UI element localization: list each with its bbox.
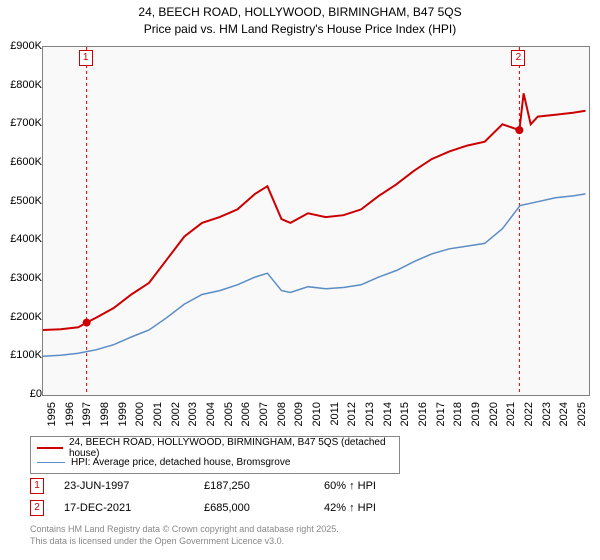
y-tick-label: £100K (2, 349, 42, 361)
x-tick-label: 2023 (541, 402, 553, 426)
y-tick-label: £0 (2, 388, 42, 400)
x-tick-label: 2014 (382, 402, 394, 426)
y-tick-label: £700K (2, 117, 42, 129)
series-hpi (43, 194, 586, 356)
sale-price: £685,000 (204, 502, 324, 514)
legend-label: HPI: Average price, detached house, Brom… (71, 457, 290, 468)
x-tick-label: 1998 (99, 402, 111, 426)
title-line-2: Price paid vs. HM Land Registry's House … (0, 21, 600, 38)
sales-table: 1 23-JUN-1997£187,25060% ↑ HPI 2 17-DEC-202… (30, 478, 444, 522)
y-tick-label: £800K (2, 79, 42, 91)
x-tick-label: 2006 (240, 402, 252, 426)
sale-date: 17-DEC-2021 (64, 502, 204, 514)
x-tick-label: 2025 (576, 402, 588, 426)
x-tick-label: 2019 (470, 402, 482, 426)
x-tick-label: 2016 (417, 402, 429, 426)
chart-plot-area (42, 46, 590, 396)
series-price_paid (43, 93, 586, 330)
x-tick-label: 1999 (117, 402, 129, 426)
y-tick-label: £600K (2, 156, 42, 168)
x-tick-label: 2009 (293, 402, 305, 426)
footer-attribution: Contains HM Land Registry data © Crown c… (30, 524, 339, 547)
x-tick-label: 1997 (81, 402, 93, 426)
x-tick-label: 2021 (505, 402, 517, 426)
legend-swatch (37, 462, 65, 463)
x-tick-label: 2018 (452, 402, 464, 426)
x-tick-label: 2020 (488, 402, 500, 426)
line-chart-svg (43, 47, 589, 395)
x-tick-label: 2015 (399, 402, 411, 426)
x-tick-label: 2005 (223, 402, 235, 426)
sale-row: 1 23-JUN-1997£187,25060% ↑ HPI (30, 478, 444, 494)
legend: 24, BEECH ROAD, HOLLYWOOD, BIRMINGHAM, B… (30, 436, 400, 474)
x-tick-label: 2002 (170, 402, 182, 426)
x-tick-label: 2013 (364, 402, 376, 426)
sale-row-marker: 1 (30, 478, 44, 494)
y-tick-label: £500K (2, 195, 42, 207)
x-tick-label: 1995 (46, 402, 58, 426)
x-tick-label: 2007 (258, 402, 270, 426)
y-tick-label: £400K (2, 233, 42, 245)
y-tick-label: £300K (2, 272, 42, 284)
sale-price: £187,250 (204, 480, 324, 492)
sale-hpi-delta: 60% ↑ HPI (324, 480, 444, 492)
x-tick-label: 2003 (187, 402, 199, 426)
x-tick-label: 2001 (152, 402, 164, 426)
sale-marker-2: 2 (511, 50, 525, 66)
sale-row-marker: 2 (30, 500, 44, 516)
y-tick-label: £200K (2, 311, 42, 323)
footer-line-2: This data is licensed under the Open Gov… (30, 536, 339, 548)
y-tick-label: £900K (2, 40, 42, 52)
x-tick-label: 2017 (435, 402, 447, 426)
sale-point-2 (515, 126, 523, 134)
x-tick-label: 2024 (558, 402, 570, 426)
footer-line-1: Contains HM Land Registry data © Crown c… (30, 524, 339, 536)
sale-marker-1: 1 (79, 50, 93, 66)
sale-row: 2 17-DEC-2021£685,00042% ↑ HPI (30, 500, 444, 516)
x-tick-label: 2004 (205, 402, 217, 426)
x-tick-label: 2022 (523, 402, 535, 426)
x-tick-label: 2011 (329, 402, 341, 426)
x-tick-label: 2000 (134, 402, 146, 426)
x-tick-label: 1996 (64, 402, 76, 426)
x-tick-label: 2008 (276, 402, 288, 426)
legend-swatch (37, 447, 63, 449)
chart-title-block: 24, BEECH ROAD, HOLLYWOOD, BIRMINGHAM, B… (0, 0, 600, 38)
title-line-1: 24, BEECH ROAD, HOLLYWOOD, BIRMINGHAM, B… (0, 4, 600, 21)
sale-point-1 (83, 319, 91, 327)
x-tick-label: 2010 (311, 402, 323, 426)
sale-hpi-delta: 42% ↑ HPI (324, 502, 444, 514)
legend-item: 24, BEECH ROAD, HOLLYWOOD, BIRMINGHAM, B… (37, 441, 393, 455)
x-tick-label: 2012 (346, 402, 358, 426)
sale-date: 23-JUN-1997 (64, 480, 204, 492)
